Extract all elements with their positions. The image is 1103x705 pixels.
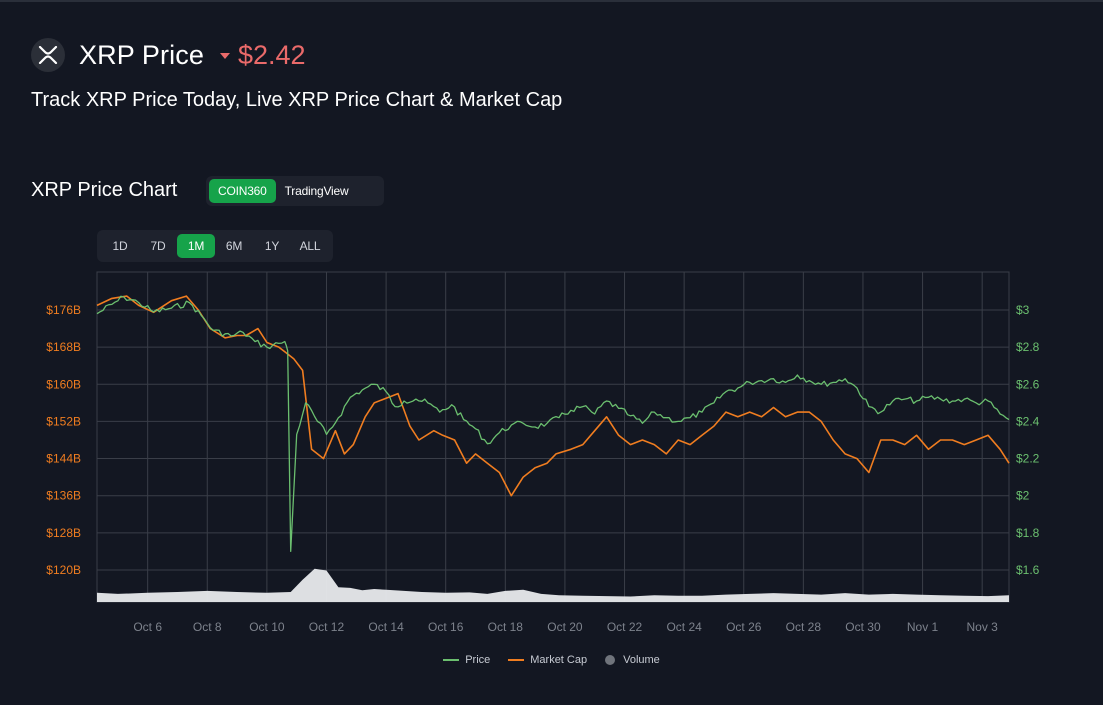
price-line [96,295,1010,553]
page-title: XRP Price [79,39,204,70]
range-1y-button[interactable]: 1Y [264,239,280,253]
market-cap-line [96,295,1010,497]
price-down-icon [219,53,230,59]
legend-volume-label: Volume [623,654,660,666]
left-axis-tick-label: $136B [46,489,81,503]
x-tick-label: Oct 24 [666,620,702,634]
right-axis-tick-label: $2.2 [1016,452,1040,466]
legend-item-price[interactable]: Price [443,654,490,666]
x-tick-label: Oct 8 [193,620,222,634]
page-subtitle: Track XRP Price Today, Live XRP Price Ch… [31,89,563,111]
x-tick-label: Oct 6 [133,620,162,634]
x-tick-label: Oct 12 [309,620,345,634]
chart-source-toggle: COIN360 TradingView [206,176,384,206]
legend-market-cap-swatch [508,659,525,661]
x-tick-label: Oct 26 [726,620,762,634]
range-6m-button[interactable]: 6M [225,239,243,253]
x-tick-label: Oct 16 [428,620,464,634]
x-tick-label: Oct 30 [845,620,881,634]
x-tick-label: Oct 18 [488,620,524,634]
x-tick-label: Nov 1 [907,620,939,634]
legend-item-market-cap[interactable]: Market Cap [508,654,587,666]
x-tick-label: Oct 10 [249,620,285,634]
x-tick-label: Oct 14 [368,620,404,634]
right-axis-tick-label: $3 [1016,303,1030,317]
legend-market-cap-label: Market Cap [530,654,588,666]
range-all-button[interactable]: ALL [299,239,321,253]
plot-frame [96,271,1010,603]
right-axis-tick-label: $1.8 [1016,526,1040,540]
left-axis-tick-label: $120B [46,563,81,577]
right-axis-tick-label: $2 [1016,489,1030,503]
right-axis-tick-label: $1.6 [1016,563,1040,577]
page-header: XRP Price $2.42 [31,36,306,74]
legend-item-volume[interactable]: Volume [605,654,660,666]
top-border [0,0,1103,2]
left-axis-tick-label: $168B [46,340,81,354]
right-axis-tick-label: $2.4 [1016,414,1040,428]
left-axis-tick-label: $160B [46,377,81,391]
volume-area [97,568,1009,602]
x-tick-label: Oct 20 [547,620,583,634]
left-axis-tick-label: $144B [46,452,81,466]
time-range-toggle: 1D 7D 1M 6M 1Y ALL [97,230,333,262]
x-tick-label: Oct 22 [607,620,643,634]
legend-price-swatch [443,659,460,661]
range-1m-button[interactable]: 1M [177,234,215,258]
current-price: $2.42 [237,39,306,70]
right-axis-tick-label: $2.6 [1016,377,1040,391]
chart-legend: Price Market Cap Volume [0,654,1103,666]
chart-title: XRP Price Chart [31,179,178,201]
x-tick-label: Nov 3 [966,620,998,634]
x-tick-label: Oct 28 [786,620,822,634]
right-axis-tick-label: $2.8 [1016,340,1040,354]
left-axis-tick-label: $152B [46,414,81,428]
xrp-logo-icon [31,38,65,72]
left-axis-tick-label: $176B [46,303,81,317]
source-tradingview-button[interactable]: TradingView [284,184,349,198]
legend-volume-swatch [605,655,616,665]
range-7d-button[interactable]: 7D [150,239,166,253]
left-axis-tick-label: $128B [46,526,81,540]
source-coin360-button[interactable]: COIN360 [209,179,276,203]
legend-price-label: Price [465,654,491,666]
range-1d-button[interactable]: 1D [112,239,128,253]
